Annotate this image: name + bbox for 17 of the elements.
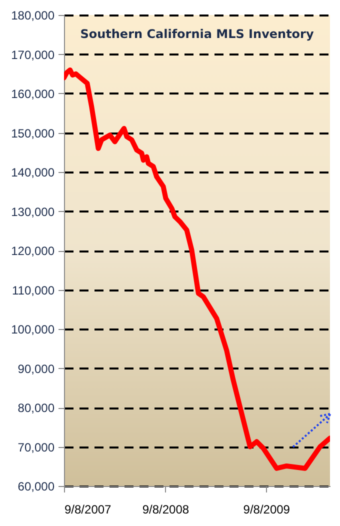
x-tick-label: 9/8/2009 — [243, 502, 290, 516]
y-tick-label: 80,000 — [18, 401, 55, 415]
y-tick-label: 150,000 — [11, 126, 55, 140]
y-tick-label: 60,000 — [18, 480, 55, 494]
text: Southern California MLS Inventory — [80, 27, 314, 41]
y-tick-label: 160,000 — [11, 87, 55, 101]
y-tick-label: 90,000 — [18, 362, 55, 376]
y-tick-label: 140,000 — [11, 166, 55, 180]
y-tick-label: 70,000 — [18, 440, 55, 454]
y-tick-label: 100,000 — [11, 322, 55, 336]
x-tick-label: 9/8/2008 — [142, 502, 190, 516]
y-tick-label: 180,000 — [11, 8, 55, 22]
x-tick-label: 9/8/2007 — [64, 502, 112, 516]
y-tick-label: 170,000 — [11, 48, 55, 62]
y-tick-label: 120,000 — [11, 244, 55, 258]
y-tick-label: 130,000 — [11, 204, 55, 219]
y-tick-label: 110,000 — [12, 283, 55, 298]
